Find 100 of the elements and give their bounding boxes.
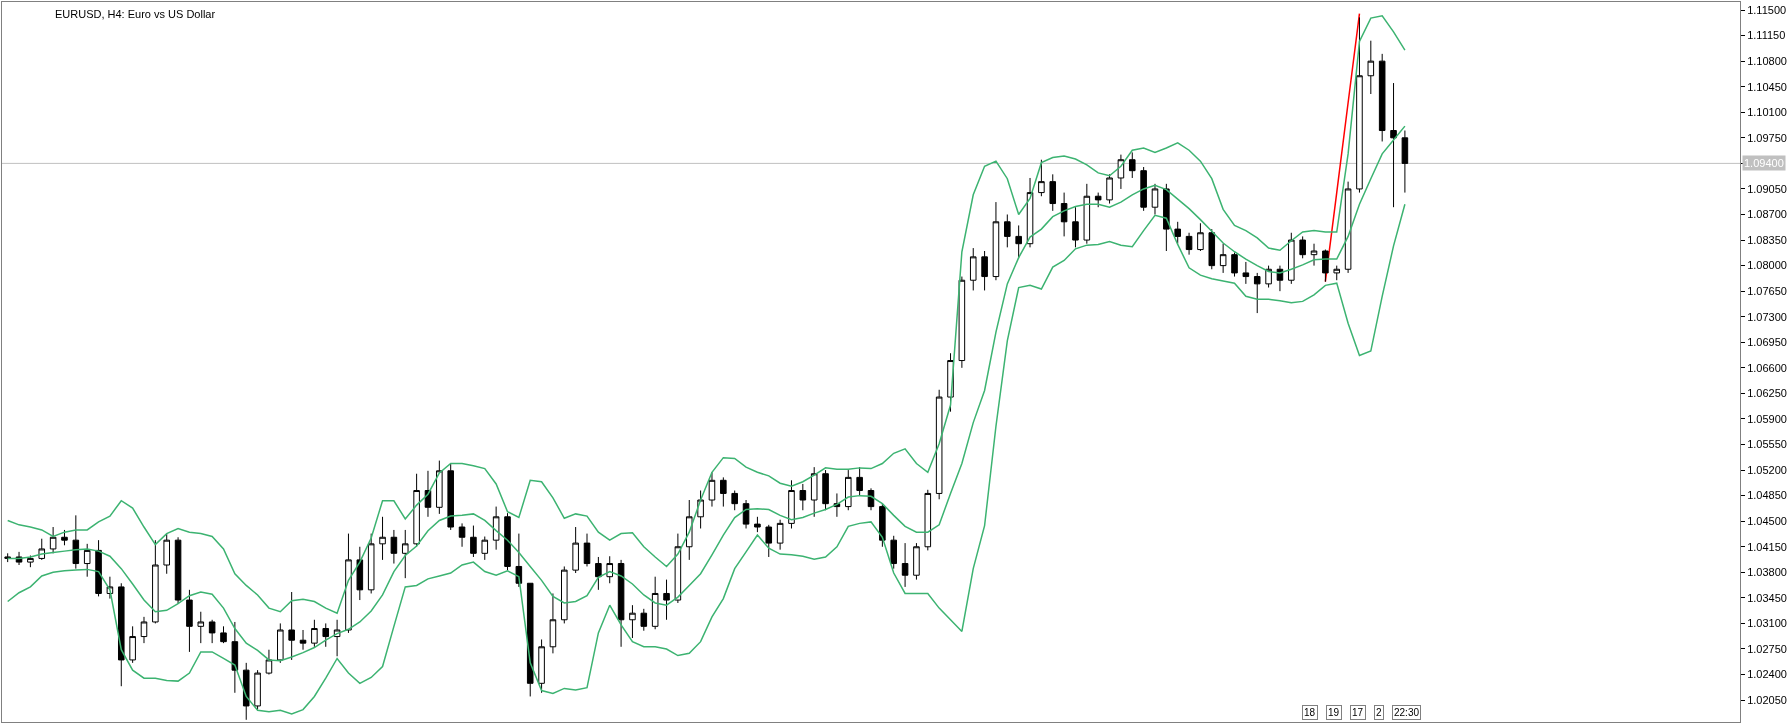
candlestick xyxy=(515,533,523,588)
candlestick xyxy=(1322,249,1329,283)
candlestick xyxy=(629,604,636,639)
candlestick xyxy=(49,526,57,554)
y-tick-label: 1.06250 xyxy=(1747,387,1787,400)
text: EURUSD, H4: Euro vs US Dollar xyxy=(55,7,216,20)
candlestick xyxy=(27,555,34,568)
candlestick xyxy=(583,533,591,567)
candlestick xyxy=(856,466,863,497)
candlestick xyxy=(1151,183,1159,215)
y-tick-label: 1.02400 xyxy=(1747,668,1787,681)
candlestick xyxy=(129,625,136,664)
candlestick xyxy=(1299,235,1306,259)
candlestick xyxy=(788,479,795,529)
candlestick xyxy=(651,576,659,630)
candlestick xyxy=(1072,206,1079,248)
candlestick xyxy=(879,503,886,548)
candlestick xyxy=(254,669,261,711)
candlestick xyxy=(958,276,966,369)
candlestick xyxy=(617,559,625,648)
candlestick xyxy=(117,582,125,687)
candlestick xyxy=(231,621,239,694)
candlestick xyxy=(572,526,579,574)
candlestick xyxy=(742,499,750,529)
candlestick xyxy=(265,649,273,676)
candlestick xyxy=(1356,16,1363,194)
candlestick xyxy=(436,460,443,515)
y-tick-label: 1.08700 xyxy=(1747,208,1787,221)
candlestick xyxy=(1128,151,1136,179)
y-tick-label: 1.03100 xyxy=(1747,617,1787,630)
y-tick-label: 1.11150 xyxy=(1747,29,1786,42)
candlestick xyxy=(504,512,511,571)
candlestick xyxy=(697,490,704,529)
candlestick xyxy=(538,638,545,694)
candlestick xyxy=(208,619,216,644)
candlestick xyxy=(1038,159,1045,197)
candlestick xyxy=(72,514,80,570)
candlestick xyxy=(674,533,682,604)
candlestick xyxy=(61,529,68,546)
candlestick xyxy=(174,536,182,605)
candlestick xyxy=(810,466,818,518)
candlestick xyxy=(299,629,307,651)
candlestick xyxy=(220,625,227,644)
y-tick-label: 1.10450 xyxy=(1747,80,1787,93)
candlestick xyxy=(765,524,773,558)
candlestick xyxy=(1265,265,1272,289)
candlestick xyxy=(1253,272,1261,314)
candlestick xyxy=(913,542,920,581)
candlestick xyxy=(754,516,761,533)
y-tick-label: 1.10100 xyxy=(1747,106,1787,119)
y-tick-label: 1.03450 xyxy=(1747,591,1787,604)
y-tick-label: 1.04850 xyxy=(1747,489,1787,502)
candlestick xyxy=(890,535,897,570)
annotation: 19 xyxy=(1328,707,1340,718)
candlestick xyxy=(1367,40,1375,95)
y-tick-label: 1.11500 xyxy=(1747,3,1787,16)
candlestick xyxy=(492,506,500,551)
candlestick xyxy=(311,619,318,648)
y-tick-label: 1.03800 xyxy=(1747,566,1787,579)
candlestick xyxy=(1242,261,1250,285)
candlestick xyxy=(935,389,943,500)
candlestick xyxy=(356,546,364,601)
candlestick xyxy=(1390,82,1397,208)
candlestick xyxy=(1401,130,1409,194)
candlestick xyxy=(1378,53,1386,142)
candlestick xyxy=(470,525,477,558)
candlestick xyxy=(1333,265,1341,281)
y-tick-label: 1.04500 xyxy=(1747,515,1787,528)
candlestick xyxy=(992,201,1000,281)
candlestick xyxy=(799,483,807,511)
candlestick xyxy=(901,542,909,588)
candlestick xyxy=(595,556,602,591)
candlestick xyxy=(731,490,738,511)
candlestick xyxy=(345,533,352,634)
candlestick xyxy=(822,469,829,511)
y-tick-label: 1.09750 xyxy=(1747,131,1787,144)
candlestick xyxy=(4,552,11,563)
candlestick xyxy=(1174,221,1181,245)
ref-line-label: 1.09400 xyxy=(1744,157,1784,169)
candlestick xyxy=(197,611,205,644)
candlestick xyxy=(390,529,398,565)
candlestick xyxy=(1083,183,1091,245)
candlestick xyxy=(322,622,330,648)
y-tick-label: 1.04150 xyxy=(1747,540,1787,553)
candlestick xyxy=(663,579,670,621)
candlestick xyxy=(1004,213,1011,248)
y-tick-label: 1.06950 xyxy=(1747,336,1787,349)
candlestick xyxy=(640,608,648,632)
y-tick-label: 1.10800 xyxy=(1747,55,1787,67)
y-tick-label: 1.07650 xyxy=(1747,285,1787,298)
candlestick xyxy=(1015,224,1022,259)
candlestick xyxy=(1163,183,1170,252)
candlestick xyxy=(549,592,557,654)
candlestick xyxy=(379,516,386,561)
candlestick xyxy=(447,463,454,531)
annotation: 18 xyxy=(1304,707,1316,718)
candlestick xyxy=(1288,232,1295,285)
candlestick xyxy=(242,662,250,721)
candlestick xyxy=(708,471,716,508)
candlestick xyxy=(401,529,409,579)
